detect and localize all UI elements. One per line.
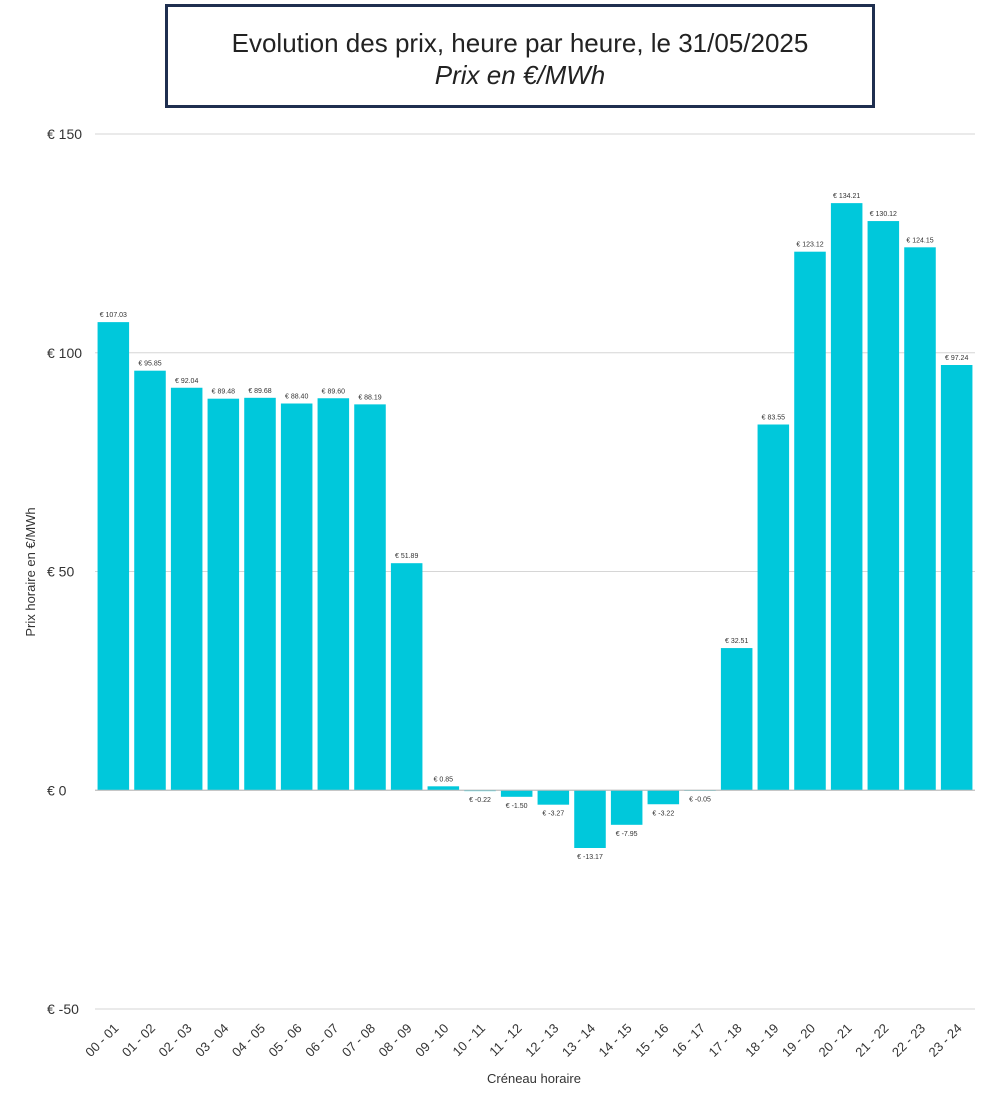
data-label: € -3.27 [542, 811, 564, 818]
bar [97, 322, 130, 791]
data-label: € -0.05 [689, 797, 711, 804]
x-tick-label: 21 - 22 [852, 1021, 891, 1060]
bar [794, 251, 826, 791]
x-tick-label: 22 - 23 [889, 1021, 928, 1060]
y-tick-label: € 0 [47, 782, 67, 798]
y-tick-label: € 100 [47, 345, 82, 361]
x-tick-label: 13 - 14 [559, 1021, 598, 1060]
data-label: € -7.95 [616, 831, 638, 838]
x-tick-label: 04 - 05 [229, 1021, 268, 1060]
x-tick-label: 14 - 15 [596, 1021, 635, 1060]
data-label: € 88.40 [285, 394, 308, 401]
chart-title-box: Evolution des prix, heure par heure, le … [165, 4, 875, 108]
data-label: € 0.85 [434, 776, 454, 783]
data-label: € -0.22 [469, 797, 491, 804]
data-label: € 88.19 [358, 394, 381, 401]
bar [867, 221, 900, 791]
x-tick-label: 12 - 13 [522, 1021, 561, 1060]
x-tick-label: 00 - 01 [82, 1021, 121, 1060]
data-label: € 124.15 [906, 237, 933, 244]
bar [904, 247, 936, 791]
bar [170, 387, 203, 791]
data-labels: € 107.03 € 95.85 € 92.04 € 89.48 € 89.68 € 88… [100, 193, 969, 861]
x-tick-label: 07 - 08 [339, 1021, 378, 1060]
bar [427, 786, 460, 791]
data-label: € 134.21 [833, 193, 860, 200]
x-tick-label: 19 - 20 [779, 1021, 818, 1060]
x-tick-label: 18 - 19 [742, 1021, 781, 1060]
bars [97, 203, 973, 848]
x-tick-label: 10 - 11 [450, 1021, 489, 1060]
x-tick-label: 15 - 16 [632, 1021, 671, 1060]
data-label: € -13.17 [577, 854, 603, 861]
data-label: € 95.85 [138, 361, 161, 368]
bar [134, 370, 166, 791]
bar [720, 648, 753, 791]
data-label: € 32.51 [725, 638, 748, 645]
chart-subtitle: Prix en €/MWh [434, 60, 606, 90]
data-label: € 107.03 [100, 312, 127, 319]
data-label: € 51.89 [395, 553, 418, 560]
bar [500, 790, 533, 797]
x-tick-label: 03 - 04 [192, 1021, 231, 1060]
data-label: € -3.22 [652, 810, 674, 817]
y-tick-label: € -50 [47, 1001, 79, 1017]
y-axis: € 150 € 100 € 50 € 0 € -50 [47, 126, 82, 1017]
data-label: € 130.12 [870, 211, 897, 218]
bar [757, 424, 790, 791]
x-tick-label: 06 - 07 [302, 1021, 341, 1060]
bar [574, 790, 606, 848]
y-axis-title: Prix horaire en €/MWh [23, 507, 38, 636]
x-tick-label: 16 - 17 [669, 1021, 708, 1060]
x-tick-label: 20 - 21 [816, 1021, 855, 1060]
x-tick-label: 02 - 03 [156, 1021, 195, 1060]
data-label: € -1.50 [506, 803, 528, 810]
data-label: € 89.60 [322, 388, 345, 395]
y-tick-label: € 150 [47, 126, 82, 142]
data-label: € 92.04 [175, 378, 198, 385]
x-tick-label: 05 - 06 [266, 1021, 305, 1060]
bar [830, 203, 863, 791]
bar [280, 403, 313, 791]
bar [390, 563, 423, 791]
x-tick-label: 17 - 18 [706, 1021, 745, 1060]
bar [317, 398, 350, 791]
x-tick-label: 23 - 24 [926, 1021, 965, 1060]
data-label: € 97.24 [945, 355, 968, 362]
bar [354, 404, 386, 791]
bar [244, 397, 276, 791]
chart-title: Evolution des prix, heure par heure, le … [231, 28, 809, 58]
x-axis-title: Créneau horaire [487, 1071, 581, 1086]
data-label: € 83.55 [762, 415, 785, 422]
data-label: € 89.68 [248, 388, 271, 395]
x-tick-label: 11 - 12 [486, 1021, 525, 1060]
data-label: € 123.12 [796, 242, 823, 249]
x-tick-label: 08 - 09 [376, 1021, 415, 1060]
bar [940, 365, 973, 791]
bar [647, 790, 680, 805]
x-tick-label: 01 - 02 [119, 1021, 158, 1060]
y-tick-label: € 50 [47, 564, 74, 580]
bar [207, 398, 240, 791]
data-label: € 89.48 [212, 389, 235, 396]
bar [537, 790, 570, 805]
bar [610, 790, 643, 825]
x-tick-label: 09 - 10 [412, 1021, 451, 1060]
